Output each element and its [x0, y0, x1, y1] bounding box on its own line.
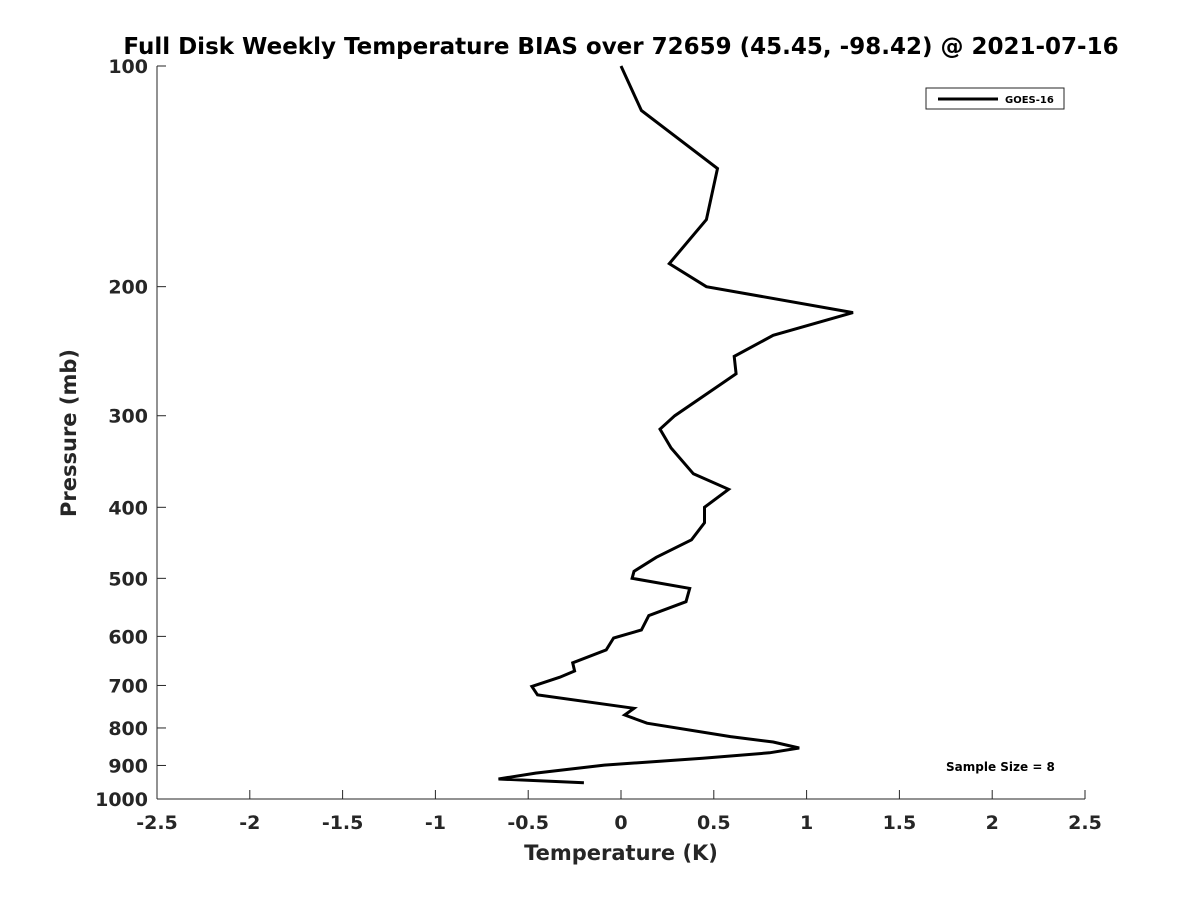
y-axis-label: Pressure (mb): [57, 349, 81, 517]
x-tick-label: -2.5: [136, 812, 178, 834]
y-tick-label: 400: [108, 497, 148, 519]
sample-size-annotation: Sample Size = 8: [946, 760, 1055, 774]
y-tick-label: 200: [108, 277, 148, 299]
x-tick-label: -2: [239, 812, 260, 834]
series-group: [498, 65, 854, 785]
y-tick-label: 500: [108, 568, 148, 590]
y-tick-label: 900: [108, 755, 148, 777]
legend-label-goes-16: GOES-16: [1005, 95, 1054, 106]
x-tick-label: 0.5: [697, 812, 731, 834]
y-tick-label: 600: [108, 626, 148, 648]
x-tick-label: 0: [614, 812, 627, 834]
legend: GOES-16: [925, 87, 1065, 110]
y-tick-label: 700: [108, 675, 148, 697]
series-line-goes-16: [498, 65, 854, 785]
x-axis-ticks: -2.5 -2 -1.5 -1 -0.5 0 0.5 1 1.5 2 2.5: [136, 790, 1102, 834]
chart-title: Full Disk Weekly Temperature BIAS over 7…: [123, 34, 1118, 60]
x-tick-label: -0.5: [507, 812, 549, 834]
x-tick-label: -1.5: [322, 812, 364, 834]
x-tick-label: 1.5: [883, 812, 917, 834]
y-tick-label: 100: [108, 56, 148, 78]
y-tick-label: 300: [108, 406, 148, 428]
y-axis-ticks: 100 200 300 400 500 600 700 800 900 1000: [95, 56, 166, 811]
y-tick-label: 800: [108, 718, 148, 740]
x-tick-label: 1: [800, 812, 813, 834]
x-tick-label: -1: [425, 812, 446, 834]
y-tick-label: 1000: [95, 789, 148, 811]
x-tick-label: 2: [986, 812, 999, 834]
x-tick-label: 2.5: [1068, 812, 1102, 834]
x-axis-label: Temperature (K): [524, 841, 718, 865]
